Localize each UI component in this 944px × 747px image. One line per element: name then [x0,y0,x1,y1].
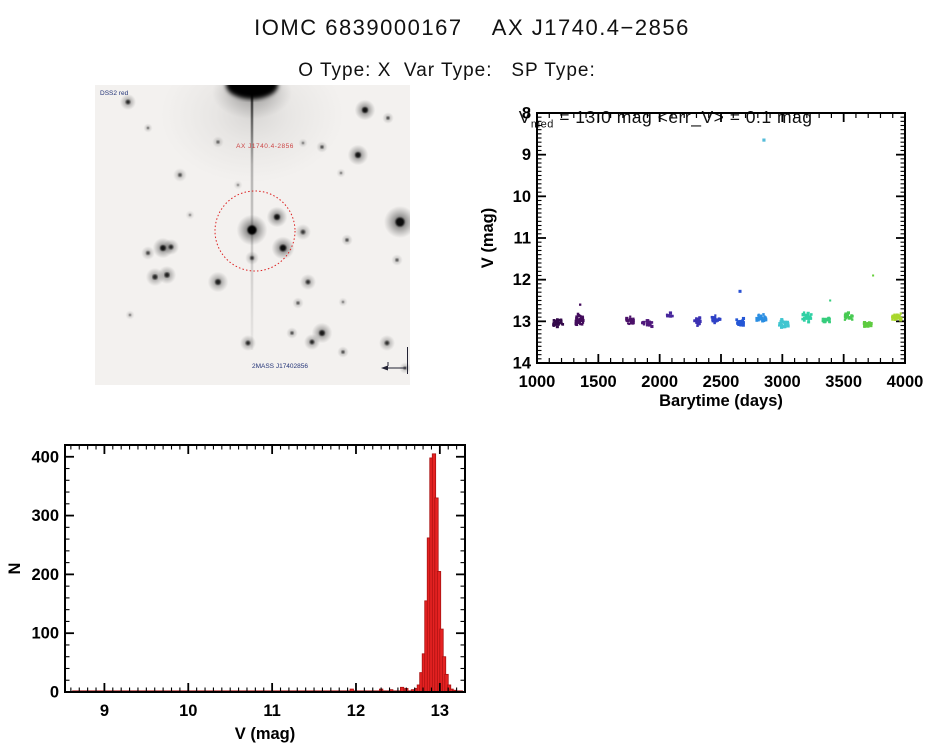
object-type-line: O Type: X Var Type: SP Type: [298,60,596,81]
svg-text:1000: 1000 [519,373,556,391]
svg-text:4000: 4000 [887,373,924,391]
bottom-survey-label: 2MASS J17402856 [252,363,308,370]
svg-text:11: 11 [514,230,531,248]
svg-text:12: 12 [347,702,365,720]
svg-text:1500: 1500 [580,373,617,391]
compass-icon [381,347,408,374]
svg-text:9: 9 [100,702,109,720]
lightcurve-ylabel: V (mag) [479,208,497,269]
svg-text:3500: 3500 [825,373,862,391]
svg-text:100: 100 [31,625,59,643]
svg-text:10: 10 [179,702,197,720]
svg-text:13: 13 [431,702,449,720]
lightcurve-xlabel: Barytime (days) [659,392,783,410]
svg-text:14: 14 [513,355,532,373]
svg-text:400: 400 [31,448,59,466]
histogram-xlabel: V (mag) [235,725,296,743]
histogram-ylabel: N [6,563,24,575]
svg-text:200: 200 [31,566,59,584]
finding-chart-image: DSS2 red AX J1740.4-2856 2MASS J17402856 [95,85,410,385]
svg-text:2500: 2500 [703,373,740,391]
svg-text:3000: 3000 [764,373,801,391]
vmed-base: V [518,107,531,127]
svg-text:12: 12 [513,271,531,289]
target-name-label: AX J1740.4-2856 [236,143,294,150]
svg-text:13: 13 [513,313,531,331]
svg-text:0: 0 [50,684,59,702]
svg-text:11: 11 [263,702,280,720]
survey-label: DSS2 red [100,90,129,97]
svg-text:2000: 2000 [641,373,678,391]
page-title: IOMC 6839000167 AX J1740.4−2856 [254,15,690,40]
svg-text:300: 300 [31,507,59,525]
svg-text:9: 9 [522,146,531,164]
lightcurve-plot: 1000 1500 2000 2500 3000 3500 4000 8 9 10 11 12 13 14… [479,105,924,411]
svg-text:10: 10 [513,188,531,206]
svg-text:8: 8 [522,105,531,123]
magnitude-histogram-plot: 9 10 11 12 13 0 100 200 300 400 V (mag) N [6,444,466,743]
